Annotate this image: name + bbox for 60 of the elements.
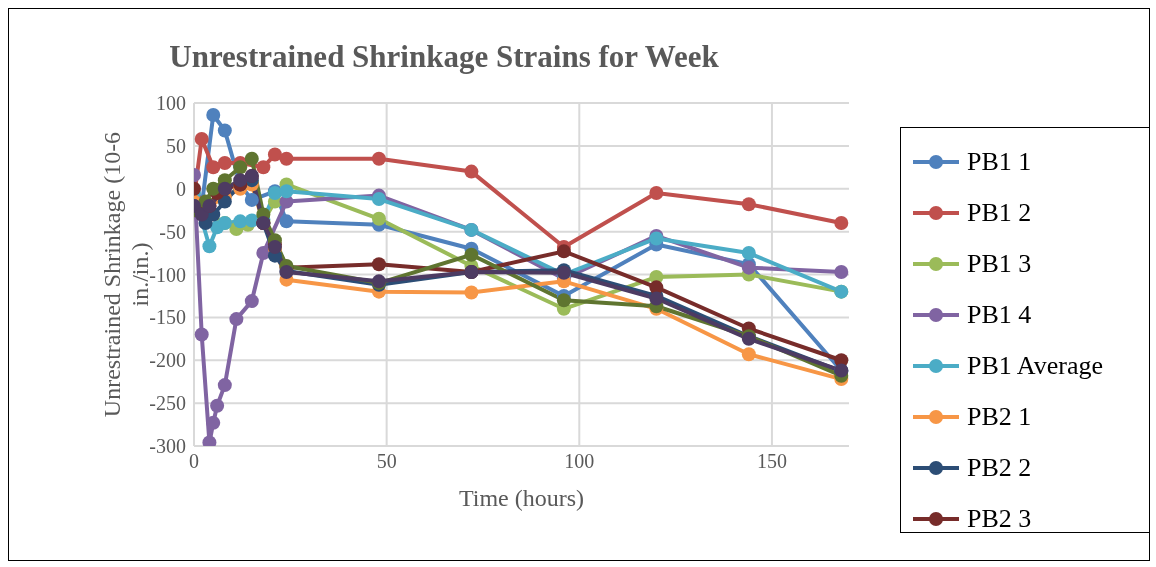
- point: [206, 108, 221, 123]
- point: [834, 264, 849, 279]
- point: [244, 294, 259, 309]
- point: [371, 151, 386, 166]
- point: [244, 192, 259, 207]
- legend-label: PB1 1: [967, 146, 1032, 177]
- legend-label: PB1 2: [967, 197, 1032, 228]
- point: [202, 239, 217, 254]
- point: [206, 160, 221, 175]
- chart-title: Unrestrained Shrinkage Strains for Week: [168, 39, 720, 75]
- x-tick-label: 150: [756, 450, 787, 473]
- point: [741, 246, 756, 261]
- point: [233, 214, 248, 229]
- x-tick-label: 100: [564, 450, 595, 473]
- point: [194, 132, 209, 147]
- point: [217, 123, 232, 138]
- point: [233, 160, 248, 175]
- point: [464, 285, 479, 300]
- point: [371, 211, 386, 226]
- point: [233, 173, 248, 188]
- point: [279, 214, 294, 229]
- x-tick-label: 50: [376, 450, 397, 473]
- point: [206, 181, 221, 196]
- point: [464, 164, 479, 179]
- point: [217, 156, 232, 171]
- point: [741, 347, 756, 362]
- point: [464, 247, 479, 262]
- point: [279, 184, 294, 199]
- point: [649, 186, 664, 201]
- point: [556, 293, 571, 308]
- point: [217, 378, 232, 393]
- x-axis-title: Time (hours): [458, 485, 585, 511]
- legend-label: PB2 1: [967, 401, 1032, 432]
- point: [206, 415, 221, 430]
- point: [834, 216, 849, 231]
- point: [256, 246, 271, 261]
- point: [210, 398, 225, 413]
- point: [229, 312, 244, 327]
- y-tick-label: 100: [156, 92, 186, 115]
- y-tick-label: -250: [149, 392, 186, 415]
- legend-label: PB2 3: [967, 503, 1032, 534]
- y-tick-label: -200: [149, 349, 186, 372]
- point: [267, 147, 282, 162]
- legend-label: PB1 4: [967, 299, 1032, 330]
- y-tick-label: -50: [159, 220, 186, 243]
- legend-label: PB2 2: [967, 452, 1032, 483]
- y-tick-label: -150: [149, 306, 186, 329]
- y-tick-label: 0: [176, 177, 186, 200]
- legend-label: PB1 Average: [967, 350, 1103, 381]
- point: [194, 327, 209, 342]
- y-tick-label: 50: [166, 134, 186, 157]
- point: [279, 151, 294, 166]
- y-tick-label: -300: [149, 435, 186, 458]
- point: [371, 257, 386, 272]
- point: [556, 244, 571, 259]
- point: [371, 192, 386, 207]
- point: [256, 160, 271, 175]
- legend-label: PB1 3: [967, 248, 1032, 279]
- point: [244, 151, 259, 166]
- point: [741, 197, 756, 212]
